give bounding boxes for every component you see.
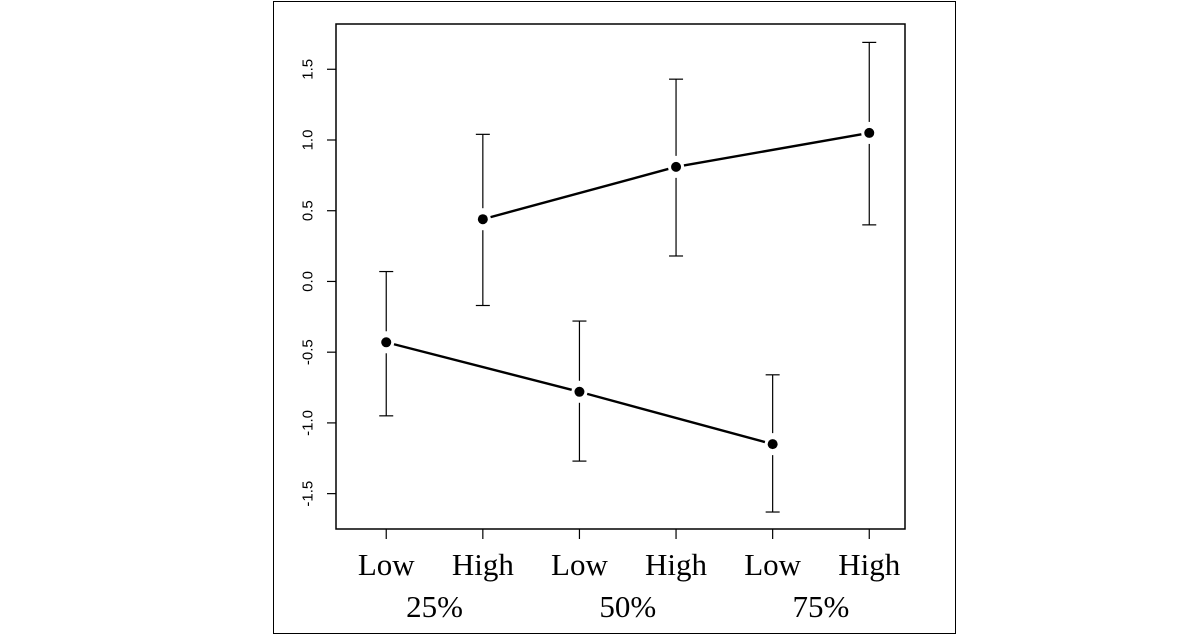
group-label: 75%	[793, 589, 850, 624]
y-tick-label: 0.0	[300, 271, 317, 292]
y-axis: -1.5 -1.0 -0.5 0.0 0.5 1.0 1.5	[300, 59, 336, 507]
series-2	[475, 41, 877, 307]
data-point	[477, 214, 488, 225]
x-tick-label: Low	[358, 547, 415, 582]
y-tick-label: 0.5	[300, 200, 317, 221]
y-tick-label: -1.0	[300, 410, 317, 436]
data-point	[671, 161, 682, 172]
y-tick-label: 1.0	[300, 130, 317, 151]
x-axis: Low High Low High Low High 25% 50% 75%	[358, 529, 901, 624]
series-line-segment	[683, 133, 862, 167]
y-tick-label: 1.5	[300, 59, 317, 80]
plot-area-box	[335, 23, 906, 530]
data-point	[574, 386, 585, 397]
x-tick-label: High	[452, 547, 515, 582]
series-line-segment	[490, 167, 669, 219]
data-point	[767, 439, 778, 450]
data-point	[864, 127, 875, 138]
group-label: 25%	[406, 589, 463, 624]
series-line-segment	[586, 392, 766, 444]
series-1	[379, 270, 780, 513]
x-tick-label: High	[838, 547, 901, 582]
figure-frame: -1.5 -1.0 -0.5 0.0 0.5 1.0 1.5 Low High Low High L…	[273, 1, 956, 634]
line-chart: -1.5-1.0-0.50.00.51.01.5 Low High Low High L…	[300, 23, 906, 624]
series-layer	[379, 41, 877, 513]
data-point	[381, 337, 392, 348]
group-label: 50%	[599, 589, 656, 624]
x-tick-label: Low	[744, 547, 801, 582]
x-tick-label: High	[645, 547, 708, 582]
series-line-segment	[393, 343, 572, 391]
y-tick-label: -1.5	[300, 481, 317, 507]
y-tick-label: -0.5	[300, 339, 317, 365]
x-tick-label: Low	[551, 547, 608, 582]
